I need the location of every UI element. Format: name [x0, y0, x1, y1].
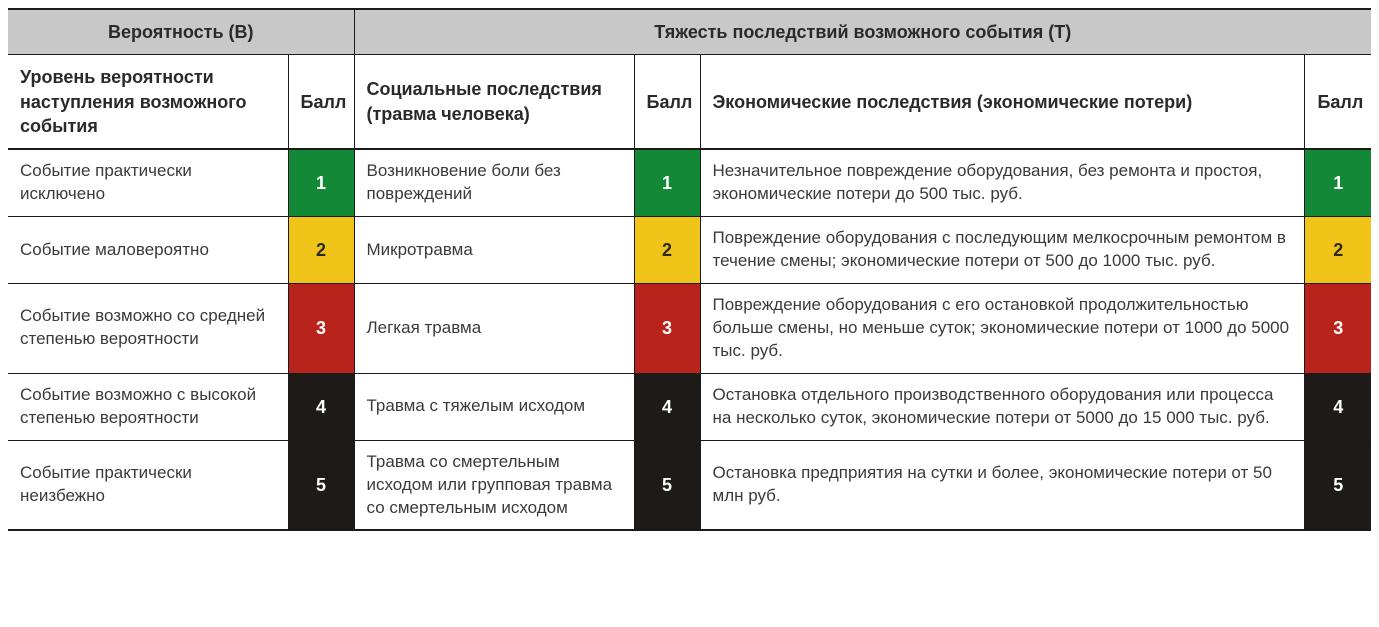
cell-score-prob: 1	[288, 149, 354, 216]
cell-economic: Остановка предприятия на сутки и более, …	[700, 440, 1305, 530]
cell-score-prob: 2	[288, 217, 354, 284]
cell-score-econ: 5	[1305, 440, 1371, 530]
cell-score-econ: 4	[1305, 373, 1371, 440]
cell-score-prob: 5	[288, 440, 354, 530]
cell-probability: Событие маловероятно	[8, 217, 288, 284]
table-subheader-row: Уровень вероятности наступления возможно…	[8, 55, 1371, 149]
cell-social: Микротравма	[354, 217, 634, 284]
cell-score-econ: 2	[1305, 217, 1371, 284]
cell-score-prob: 4	[288, 373, 354, 440]
cell-score-social: 5	[634, 440, 700, 530]
cell-economic: Повреждение оборудования с последующим м…	[700, 217, 1305, 284]
subheader-probability-level: Уровень вероятности наступления возможно…	[8, 55, 288, 149]
cell-social: Травма со смертельным исходом или группо…	[354, 440, 634, 530]
cell-social: Легкая травма	[354, 283, 634, 373]
cell-score-social: 1	[634, 149, 700, 216]
header-severity: Тяжесть последствий возможного события (…	[354, 9, 1371, 55]
cell-probability: Событие возможно со средней степенью вер…	[8, 283, 288, 373]
cell-social: Возникновение боли без повреждений	[354, 149, 634, 216]
table-row: Событие практически неизбежно 5 Травма с…	[8, 440, 1371, 530]
table-row: Событие возможно с высокой степенью веро…	[8, 373, 1371, 440]
table-row: Событие маловероятно 2 Микротравма 2 Пов…	[8, 217, 1371, 284]
subheader-score-1: Балл	[288, 55, 354, 149]
cell-score-econ: 1	[1305, 149, 1371, 216]
cell-score-prob: 3	[288, 283, 354, 373]
cell-score-social: 2	[634, 217, 700, 284]
header-probability: Вероятность (В)	[8, 9, 354, 55]
cell-economic: Повреждение оборудования с его остановко…	[700, 283, 1305, 373]
risk-matrix-table: Вероятность (В) Тяжесть последствий возм…	[8, 8, 1371, 531]
table-row: Событие практически исключено 1 Возникно…	[8, 149, 1371, 216]
table-body: Событие практически исключено 1 Возникно…	[8, 149, 1371, 530]
cell-probability: Событие практически исключено	[8, 149, 288, 216]
subheader-score-3: Балл	[1305, 55, 1371, 149]
subheader-score-2: Балл	[634, 55, 700, 149]
table-row: Событие возможно со средней степенью вер…	[8, 283, 1371, 373]
cell-score-social: 4	[634, 373, 700, 440]
subheader-economic: Экономические последствия (экономические…	[700, 55, 1305, 149]
cell-score-econ: 3	[1305, 283, 1371, 373]
cell-score-social: 3	[634, 283, 700, 373]
cell-economic: Остановка отдельного производственного о…	[700, 373, 1305, 440]
table-header-row: Вероятность (В) Тяжесть последствий возм…	[8, 9, 1371, 55]
cell-economic: Незначительное повреждение оборудования,…	[700, 149, 1305, 216]
cell-probability: Событие практически неизбежно	[8, 440, 288, 530]
cell-probability: Событие возможно с высокой степенью веро…	[8, 373, 288, 440]
cell-social: Травма с тяжелым исходом	[354, 373, 634, 440]
subheader-social: Социальные последствия (травма человека)	[354, 55, 634, 149]
